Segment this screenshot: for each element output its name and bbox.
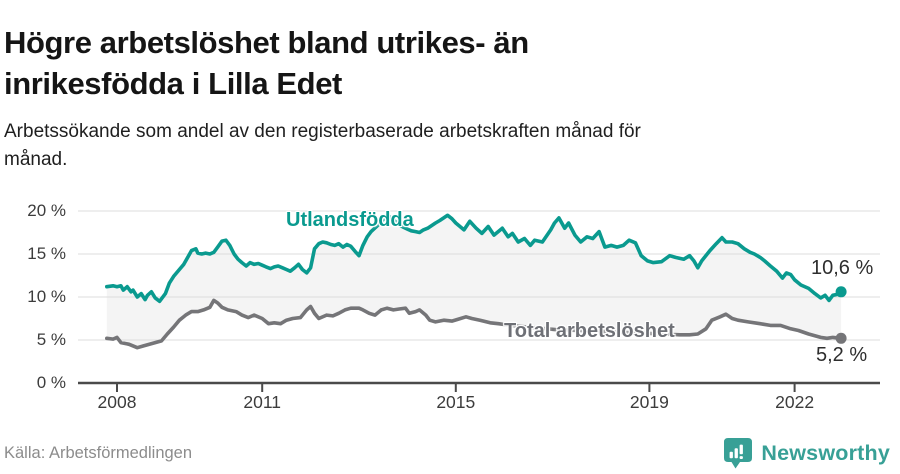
- x-tick-label: 2011: [243, 392, 281, 412]
- x-tick-label: 2022: [775, 392, 815, 412]
- series-label-utlandsfodda: Utlandsfödda: [286, 209, 414, 231]
- y-tick-label: 5 %: [36, 330, 66, 349]
- x-tick-label: 2019: [629, 392, 669, 412]
- page-title: Högre arbetslöshet bland utrikes- än inr…: [4, 24, 529, 101]
- between-series-band: [106, 215, 842, 348]
- series-line-utlandsfodda: [105, 213, 843, 304]
- newsworthy-logo-icon: [724, 438, 753, 469]
- series-label-total-arbetsloshet: Total arbetslöshet: [504, 320, 675, 342]
- y-tick-label: 0 %: [36, 373, 66, 392]
- y-tick-label: 15 %: [27, 244, 66, 263]
- series-end-dot-total: [835, 332, 847, 344]
- end-value-label-utlandsfodda: 10,6 %: [811, 257, 874, 279]
- x-tick-label: 2015: [436, 392, 476, 412]
- newsworthy-logo: Newsworthy: [723, 437, 890, 470]
- series-end-dot-utlandsfodda: [835, 286, 847, 298]
- series-line-total: [105, 298, 843, 350]
- y-tick-label: 20 %: [27, 201, 66, 220]
- y-tick-label: 10 %: [27, 287, 66, 306]
- end-value-label-total: 5,2 %: [816, 344, 868, 366]
- source-credit: Källa: Arbetsförmedlingen: [4, 444, 193, 462]
- chart-subtitle: Arbetssökande som andel av den registerb…: [4, 121, 641, 170]
- newsworthy-wordmark: Newsworthy: [761, 441, 890, 465]
- x-tick-label: 2008: [97, 392, 137, 412]
